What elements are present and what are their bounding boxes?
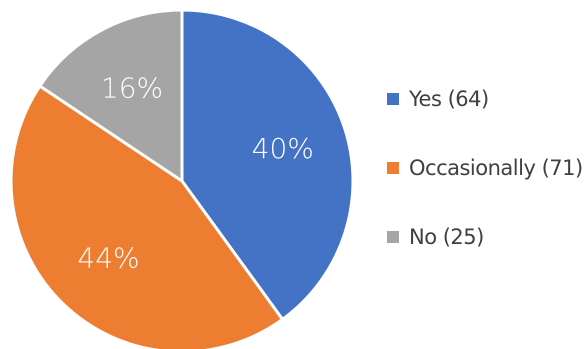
legend-label-no: No (25) <box>409 225 484 249</box>
slice-percent-label-yes: 40% <box>252 132 314 165</box>
chart-legend: Yes (64) Occasionally (71) No (25) <box>387 86 587 293</box>
pie-slice-yes <box>180 8 355 321</box>
legend-item-no: No (25) <box>387 224 587 250</box>
legend-swatch-yes <box>387 93 399 105</box>
legend-label-occasionally: Occasionally (71) <box>409 156 583 180</box>
legend-label-yes: Yes (64) <box>409 87 489 111</box>
slice-percent-label-occasionally: 44% <box>77 241 139 274</box>
legend-swatch-occasionally <box>387 162 399 174</box>
pie-slice-occasionally <box>9 84 285 349</box>
legend-item-occasionally: Occasionally (71) <box>387 155 587 181</box>
legend-item-yes: Yes (64) <box>387 86 587 112</box>
legend-swatch-no <box>387 231 399 243</box>
slice-percent-label-no: 16% <box>101 72 163 105</box>
pie-slice-no <box>38 8 184 183</box>
